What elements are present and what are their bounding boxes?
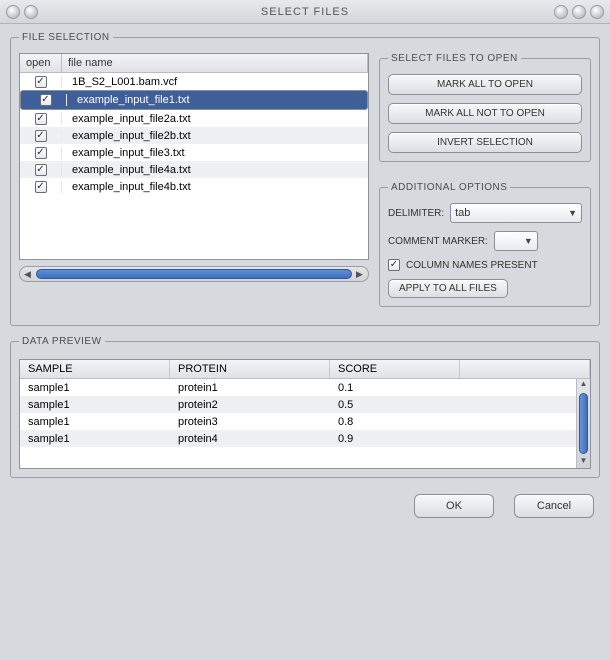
preview-cell: sample1 bbox=[20, 416, 170, 428]
filename-cell: example_input_file1.txt bbox=[67, 94, 363, 106]
filename-cell: example_input_file4b.txt bbox=[62, 181, 368, 193]
preview-cell: protein3 bbox=[170, 416, 330, 428]
window-menu-icon[interactable] bbox=[24, 5, 38, 19]
invert-selection-button[interactable]: INVERT SELECTION bbox=[388, 132, 582, 153]
table-row[interactable]: example_input_file4a.txt bbox=[20, 161, 368, 178]
file-table-hscrollbar[interactable]: ◀ ▶ bbox=[19, 266, 369, 282]
preview-row[interactable]: sample1protein30.8 bbox=[20, 413, 590, 430]
preview-col-2[interactable]: SCORE bbox=[330, 360, 460, 378]
open-checkbox[interactable] bbox=[35, 113, 47, 125]
preview-cell: sample1 bbox=[20, 433, 170, 445]
open-checkbox[interactable] bbox=[35, 130, 47, 142]
preview-cell: 0.8 bbox=[330, 416, 460, 428]
open-checkbox[interactable] bbox=[40, 94, 52, 106]
scroll-right-icon[interactable]: ▶ bbox=[356, 269, 364, 280]
preview-cell: 0.1 bbox=[330, 382, 460, 394]
filename-cell: 1B_S2_L001.bam.vcf bbox=[62, 76, 368, 88]
preview-cell: sample1 bbox=[20, 399, 170, 411]
filename-cell: example_input_file4a.txt bbox=[62, 164, 368, 176]
scroll-down-icon[interactable]: ▼ bbox=[577, 456, 590, 468]
open-cell[interactable] bbox=[20, 113, 62, 125]
filename-cell: example_input_file3.txt bbox=[62, 147, 368, 159]
select-files-legend: SELECT FILES TO OPEN bbox=[388, 53, 521, 64]
mark-all-not-open-button[interactable]: MARK ALL NOT TO OPEN bbox=[388, 103, 582, 124]
close-icon[interactable] bbox=[590, 5, 604, 19]
scroll-left-icon[interactable]: ◀ bbox=[24, 269, 32, 280]
preview-cell: protein4 bbox=[170, 433, 330, 445]
preview-cell: protein2 bbox=[170, 399, 330, 411]
file-selection-legend: FILE SELECTION bbox=[19, 32, 113, 43]
table-row[interactable]: 1B_S2_L001.bam.vcf bbox=[20, 73, 368, 90]
filename-cell: example_input_file2b.txt bbox=[62, 130, 368, 142]
open-checkbox[interactable] bbox=[35, 76, 47, 88]
preview-cell: 0.5 bbox=[330, 399, 460, 411]
preview-cell: sample1 bbox=[20, 382, 170, 394]
chevron-down-icon: ▼ bbox=[524, 236, 533, 246]
preview-vscrollbar[interactable]: ▲ ▼ bbox=[576, 379, 590, 468]
preview-cell: protein1 bbox=[170, 382, 330, 394]
preview-col-1[interactable]: PROTEIN bbox=[170, 360, 330, 378]
apply-to-all-button[interactable]: APPLY TO ALL FILES bbox=[388, 279, 508, 298]
file-table-header: open file name bbox=[20, 54, 368, 73]
chevron-down-icon: ▼ bbox=[568, 208, 577, 218]
preview-col-spacer bbox=[460, 360, 590, 378]
open-cell[interactable] bbox=[20, 181, 62, 193]
scroll-thumb[interactable] bbox=[36, 269, 352, 279]
file-selection-group: FILE SELECTION open file name 1B_S2_L001… bbox=[10, 32, 600, 326]
data-preview-group: DATA PREVIEW SAMPLE PROTEIN SCORE sample… bbox=[10, 336, 600, 478]
table-row[interactable]: example_input_file2b.txt bbox=[20, 127, 368, 144]
titlebar: SELECT FILES bbox=[0, 0, 610, 24]
column-names-label: COLUMN NAMES PRESENT bbox=[406, 260, 538, 271]
open-cell[interactable] bbox=[25, 94, 67, 106]
col-header-filename[interactable]: file name bbox=[62, 54, 368, 72]
delimiter-select[interactable]: tab ▼ bbox=[450, 203, 582, 223]
data-preview-legend: DATA PREVIEW bbox=[19, 336, 105, 347]
table-row[interactable]: example_input_file3.txt bbox=[20, 144, 368, 161]
open-cell[interactable] bbox=[20, 130, 62, 142]
minimize-icon[interactable] bbox=[554, 5, 568, 19]
scroll-up-icon[interactable]: ▲ bbox=[577, 379, 590, 391]
open-checkbox[interactable] bbox=[35, 164, 47, 176]
preview-cell: 0.9 bbox=[330, 433, 460, 445]
cancel-button[interactable]: Cancel bbox=[514, 494, 594, 518]
select-files-panel: SELECT FILES TO OPEN MARK ALL TO OPEN MA… bbox=[379, 53, 591, 162]
java-icon bbox=[6, 5, 20, 19]
preview-row[interactable]: sample1protein10.1 bbox=[20, 379, 590, 396]
preview-col-0[interactable]: SAMPLE bbox=[20, 360, 170, 378]
column-names-checkbox[interactable] bbox=[388, 259, 400, 271]
open-cell[interactable] bbox=[20, 164, 62, 176]
additional-options-panel: ADDITIONAL OPTIONS DELIMITER: tab ▼ COMM… bbox=[379, 182, 591, 307]
comment-marker-select[interactable]: ▼ bbox=[494, 231, 538, 251]
window-title: SELECT FILES bbox=[0, 6, 610, 18]
delimiter-label: DELIMITER: bbox=[388, 208, 444, 219]
open-checkbox[interactable] bbox=[35, 147, 47, 159]
mark-all-open-button[interactable]: MARK ALL TO OPEN bbox=[388, 74, 582, 95]
filename-cell: example_input_file2a.txt bbox=[62, 113, 368, 125]
delimiter-value: tab bbox=[455, 207, 470, 219]
additional-options-legend: ADDITIONAL OPTIONS bbox=[388, 182, 510, 193]
preview-scroll-thumb[interactable] bbox=[579, 393, 588, 454]
col-header-open[interactable]: open bbox=[20, 54, 62, 72]
preview-row[interactable]: sample1protein40.9 bbox=[20, 430, 590, 447]
table-row[interactable]: example_input_file1.txt bbox=[20, 90, 368, 110]
open-cell[interactable] bbox=[20, 76, 62, 88]
maximize-icon[interactable] bbox=[572, 5, 586, 19]
ok-button[interactable]: OK bbox=[414, 494, 494, 518]
preview-table[interactable]: SAMPLE PROTEIN SCORE sample1protein10.1s… bbox=[19, 359, 591, 469]
comment-marker-label: COMMENT MARKER: bbox=[388, 236, 488, 247]
open-checkbox[interactable] bbox=[35, 181, 47, 193]
open-cell[interactable] bbox=[20, 147, 62, 159]
table-row[interactable]: example_input_file2a.txt bbox=[20, 110, 368, 127]
preview-row[interactable]: sample1protein20.5 bbox=[20, 396, 590, 413]
file-table[interactable]: open file name 1B_S2_L001.bam.vcfexample… bbox=[19, 53, 369, 260]
table-row[interactable]: example_input_file4b.txt bbox=[20, 178, 368, 195]
dialog-buttons: OK Cancel bbox=[10, 494, 600, 518]
preview-header: SAMPLE PROTEIN SCORE bbox=[20, 360, 590, 379]
